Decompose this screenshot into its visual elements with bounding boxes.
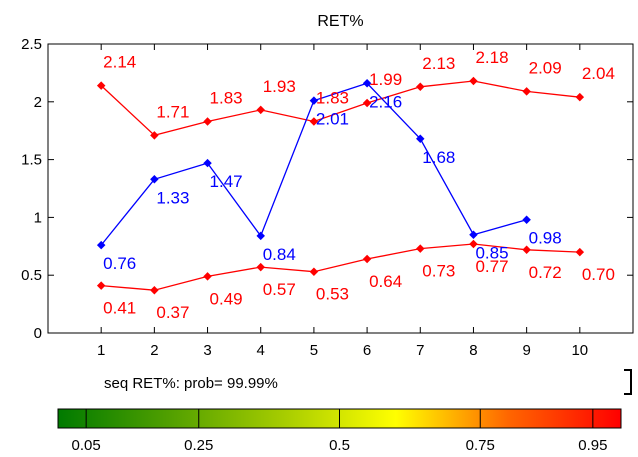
y-tick-label: 2 [34, 94, 42, 111]
series-2-point [96, 240, 106, 250]
series-1-data-label: 1.83 [210, 88, 243, 107]
series-2-point [362, 79, 372, 88]
x-tick-label: 2 [150, 342, 158, 359]
series-3-point [203, 272, 212, 281]
series-3-data-label: 0.37 [156, 303, 189, 322]
chart-title: RET% [317, 13, 363, 30]
y-tick-label: 0.5 [21, 267, 42, 284]
series-1-data-label: 1.99 [369, 70, 402, 89]
x-tick-label: 7 [416, 342, 424, 359]
series-3-point [416, 244, 425, 253]
colorbar-tick-label: 0.05 [72, 437, 101, 454]
colorbar-tick-label: 0.95 [578, 437, 607, 454]
series-1-data-label: 2.04 [582, 64, 615, 83]
x-tick-label: 8 [469, 342, 477, 359]
y-tick-label: 2.5 [21, 36, 42, 53]
series-1-point [469, 76, 478, 86]
series-2-point [416, 134, 425, 144]
series-2-data-label: 1.47 [210, 172, 243, 191]
series-1-data-label: 2.18 [475, 48, 508, 67]
y-tick-label: 1 [34, 209, 42, 226]
x-tick-label: 3 [203, 342, 211, 359]
series-3-point [309, 267, 319, 276]
series-2-data-label: 2.01 [316, 110, 349, 129]
series-1-point [309, 117, 319, 126]
series-2-data-label: 0.98 [529, 229, 562, 248]
x-tick-label: 5 [310, 342, 318, 359]
series-3-point [256, 262, 265, 272]
series-3-point [150, 285, 159, 295]
x-tick-label: 10 [571, 342, 588, 359]
series-3-data-label: 0.73 [422, 262, 455, 281]
series-1-point [256, 105, 265, 115]
series-2-data-label: 0.76 [103, 254, 136, 273]
series-3-line [101, 243, 580, 291]
series-1-data-label: 2.09 [529, 58, 562, 77]
series-1-point [203, 117, 212, 126]
series-1-data-label: 1.93 [263, 77, 296, 96]
series-3-data-label: 0.64 [369, 272, 402, 291]
y-tick-label: 0 [34, 325, 42, 342]
series-2-data-label: 0.85 [475, 244, 508, 263]
probability-caption: seq RET%: prob= 99.99% [104, 375, 278, 392]
series-1-line [100, 80, 580, 137]
series-2-point [150, 175, 159, 184]
series-2-data-label: 0.84 [263, 245, 296, 264]
series-3-data-label: 0.49 [210, 289, 243, 308]
series-2-data-label: 1.68 [422, 148, 455, 167]
y-tick-label: 1.5 [21, 152, 42, 169]
series-3-data-label: 0.53 [316, 285, 349, 304]
series-1-point [96, 81, 106, 90]
x-tick-label: 1 [97, 342, 105, 359]
series-1-data-label: 2.14 [103, 53, 136, 72]
series-3-point [96, 281, 106, 290]
series-1-data-label: 1.71 [156, 102, 189, 121]
colorbar-tick-label: 0.75 [466, 437, 495, 454]
series-1-data-label: 2.13 [422, 54, 455, 73]
series-3-data-label: 0.77 [475, 257, 508, 276]
series-3-data-label: 0.41 [103, 299, 136, 318]
series-1-point [416, 82, 425, 92]
series-3-data-label: 0.57 [263, 280, 296, 299]
series-1-point [150, 131, 159, 140]
colorbar-tick-label: 0.25 [184, 437, 213, 454]
series-2-point [203, 158, 212, 168]
series-3-point [362, 254, 372, 264]
series-2-data-label: 1.33 [156, 188, 189, 207]
x-tick-label: 9 [522, 342, 530, 359]
series-1-data-label: 1.83 [316, 88, 349, 107]
series-3-point [469, 239, 478, 249]
series-2-point [256, 231, 265, 241]
bracket-mark-shape [624, 369, 632, 395]
series-1-point [362, 98, 372, 108]
series-2-data-label: 2.16 [369, 92, 402, 111]
series-3-data-label: 0.72 [529, 263, 562, 282]
series-2-point [309, 96, 319, 105]
x-tick-label: 6 [363, 342, 371, 359]
x-tick-label: 4 [257, 342, 265, 359]
colorbar-tick-label: 0.5 [329, 437, 350, 454]
series-2-point [469, 230, 478, 239]
series-3-data-label: 0.70 [582, 265, 615, 284]
